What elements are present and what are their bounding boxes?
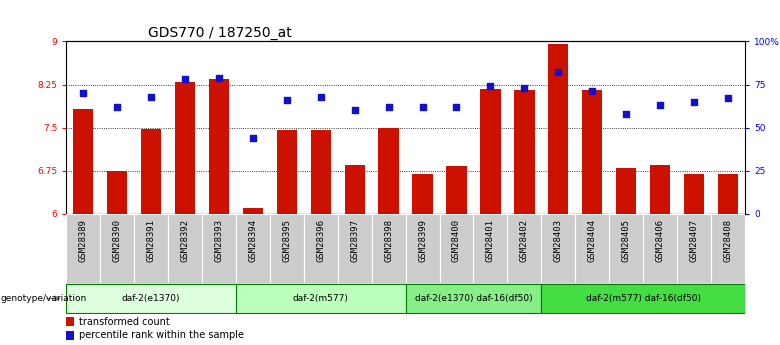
Point [552,70,565,75]
Text: daf-2(m577) daf-16(df50): daf-2(m577) daf-16(df50) [586,294,700,303]
Text: GSM28403: GSM28403 [554,219,563,263]
Text: GSM28394: GSM28394 [248,219,257,263]
Text: genotype/variation: genotype/variation [1,294,87,303]
Bar [107,171,127,214]
Bar [473,214,508,283]
Bar [413,174,433,214]
Bar [73,109,94,214]
Text: GSM28404: GSM28404 [587,219,597,263]
Bar [236,214,270,283]
Point [688,99,700,105]
Point [213,75,225,80]
Bar [643,214,677,283]
Text: GSM28397: GSM28397 [350,219,360,263]
Text: GSM28395: GSM28395 [282,219,292,263]
Bar [168,214,202,283]
Text: GSM28399: GSM28399 [418,219,427,263]
Bar [541,214,576,283]
Bar [175,82,195,214]
Text: GSM28401: GSM28401 [486,219,495,263]
Bar [66,331,74,340]
Bar [66,317,74,326]
Bar [66,214,101,283]
Point [246,135,259,141]
Bar [202,214,236,283]
Text: transformed count: transformed count [79,317,169,327]
Text: GSM28406: GSM28406 [655,219,665,263]
Text: GDS770 / 187250_at: GDS770 / 187250_at [147,26,292,40]
Bar [209,79,229,214]
Text: GSM28405: GSM28405 [622,219,631,263]
Bar [134,214,168,283]
Point [417,104,429,110]
Text: GSM28389: GSM28389 [79,219,88,263]
Bar [345,165,365,214]
Bar [338,214,372,283]
Point [382,104,395,110]
Text: GSM28392: GSM28392 [180,219,190,263]
Point [77,90,90,96]
Bar [541,284,745,313]
Text: daf-2(m577): daf-2(m577) [292,294,349,303]
Text: daf-2(e1370) daf-16(df50): daf-2(e1370) daf-16(df50) [415,294,532,303]
Bar [66,284,236,313]
Text: GSM28396: GSM28396 [316,219,325,263]
Bar [304,214,338,283]
Bar [718,174,738,214]
Text: GSM28408: GSM28408 [723,219,732,263]
Bar [677,214,711,283]
Point [450,104,463,110]
Bar [616,168,636,214]
Bar [650,165,670,214]
Text: GSM28398: GSM28398 [384,219,393,263]
Text: GSM28402: GSM28402 [519,219,529,263]
Bar [236,284,406,313]
Bar [514,90,534,214]
Bar [406,284,541,313]
Bar [378,128,399,214]
Point [179,77,191,82]
Point [314,94,327,99]
Bar [548,44,569,214]
Text: GSM28400: GSM28400 [452,219,461,263]
Bar [480,89,501,214]
Text: GSM28407: GSM28407 [690,219,699,263]
Text: daf-2(e1370): daf-2(e1370) [122,294,180,303]
Bar [507,214,541,283]
Bar [684,174,704,214]
Bar [243,208,263,214]
Point [484,83,497,89]
Bar [310,130,331,214]
Bar [371,214,406,283]
Point [518,85,530,91]
Bar [576,214,609,283]
Bar [270,214,304,283]
Bar [446,166,466,214]
Text: GSM28393: GSM28393 [215,219,224,263]
Point [654,102,666,108]
Text: GSM28390: GSM28390 [112,219,122,263]
Point [281,97,293,103]
Bar [711,214,745,283]
Bar [609,214,643,283]
Bar [141,129,161,214]
Bar [277,130,297,214]
Bar [440,214,473,283]
Bar [101,214,134,283]
Point [722,96,734,101]
Text: percentile rank within the sample: percentile rank within the sample [79,331,243,341]
Bar [582,90,602,214]
Point [586,89,598,94]
Point [349,108,361,113]
Point [620,111,633,117]
Point [111,104,123,110]
Text: GSM28391: GSM28391 [147,219,156,263]
Point [145,94,158,99]
Bar [406,214,440,283]
